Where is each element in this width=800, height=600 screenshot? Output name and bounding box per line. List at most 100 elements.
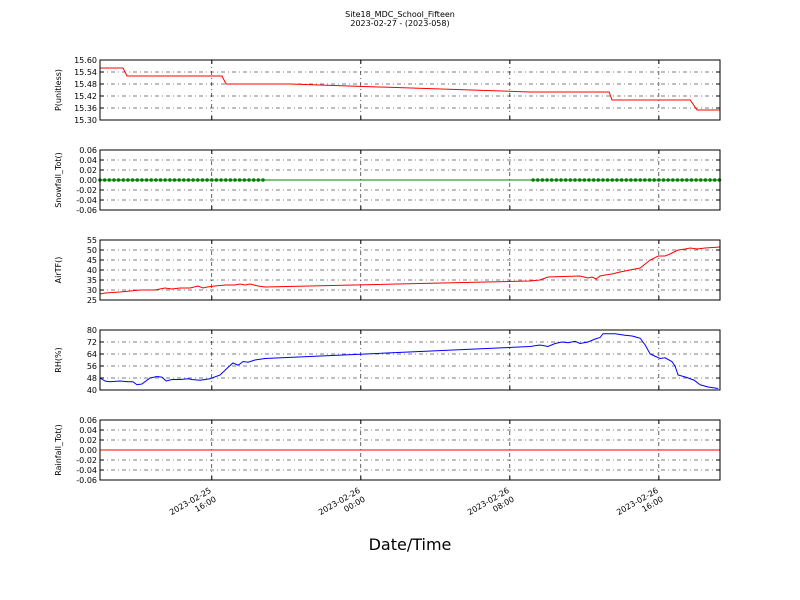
- y-tick-label: 15.36: [74, 104, 97, 113]
- data-point: [680, 178, 684, 182]
- data-point: [624, 178, 629, 182]
- data-point: [554, 178, 559, 182]
- data-point: [712, 178, 717, 182]
- data-point: [591, 178, 596, 182]
- data-point: [638, 178, 643, 182]
- data-point: [126, 178, 130, 182]
- data-point: [568, 178, 573, 182]
- y-tick-label: 15.54: [74, 68, 97, 77]
- data-point: [647, 178, 652, 182]
- data-point: [223, 178, 228, 182]
- y-tick-label: 40: [87, 266, 97, 275]
- y-axis-label: Rainfall_Tot(): [54, 424, 63, 476]
- data-point: [163, 178, 167, 182]
- data-point: [703, 178, 708, 182]
- data-point: [172, 178, 177, 182]
- data-point: [209, 178, 214, 182]
- data-point: [242, 178, 247, 182]
- data-point: [708, 178, 712, 182]
- data-point: [657, 178, 661, 182]
- data-point: [261, 178, 265, 182]
- y-tick-label: 35: [87, 276, 97, 285]
- data-point: [596, 178, 601, 182]
- data-point: [200, 178, 205, 182]
- data-point: [559, 178, 563, 182]
- data-point: [102, 178, 107, 182]
- data-point: [601, 178, 605, 182]
- y-tick-label: -0.06: [76, 206, 97, 215]
- y-tick-label: -0.04: [76, 196, 97, 205]
- plot-frame: [99, 149, 721, 211]
- y-tick-label: 64: [87, 350, 97, 359]
- y-tick-label: 80: [87, 326, 97, 335]
- data-point: [191, 178, 195, 182]
- data-point: [214, 178, 219, 182]
- data-point: [237, 178, 242, 182]
- data-point: [135, 178, 140, 182]
- data-point: [563, 178, 568, 182]
- plot-frame: [99, 329, 721, 391]
- data-line: [99, 246, 721, 295]
- data-point: [666, 178, 670, 182]
- data-point: [121, 178, 126, 182]
- y-axis-label: P(unitless): [54, 69, 63, 111]
- data-point: [228, 178, 233, 182]
- y-tick-label: 0.00: [79, 446, 97, 455]
- data-point: [107, 178, 112, 182]
- data-point: [577, 178, 582, 182]
- data-point: [158, 178, 163, 182]
- data-point: [535, 178, 540, 182]
- data-point: [661, 178, 666, 182]
- data-point: [205, 178, 209, 182]
- y-tick-label: 0.04: [79, 156, 97, 165]
- data-point: [251, 178, 256, 182]
- data-point: [195, 178, 200, 182]
- data-point: [652, 178, 656, 182]
- plot-frame: [99, 239, 721, 301]
- data-line: [100, 67, 720, 111]
- y-tick-label: 48: [87, 374, 97, 383]
- data-point: [694, 178, 698, 182]
- data-point: [605, 178, 610, 182]
- data-point: [684, 178, 689, 182]
- y-tick-label: 25: [87, 296, 97, 305]
- y-tick-label: 0.02: [79, 436, 97, 445]
- data-line: [99, 333, 719, 389]
- y-tick-label: -0.04: [76, 466, 97, 475]
- data-point: [671, 178, 675, 182]
- data-point: [112, 178, 116, 182]
- y-tick-label: 0.06: [79, 416, 97, 425]
- data-point: [168, 178, 172, 182]
- y-tick-label: -0.02: [76, 456, 97, 465]
- data-point: [619, 178, 624, 182]
- y-axis-label: Snowfall_Tot(): [54, 152, 63, 208]
- plot-frame: [99, 59, 721, 121]
- y-tick-label: 0.04: [79, 426, 97, 435]
- data-point: [573, 178, 577, 182]
- data-point: [154, 178, 158, 182]
- y-axis-label: AirTF(): [54, 257, 63, 284]
- data-point: [629, 178, 633, 182]
- y-tick-label: 56: [87, 362, 97, 371]
- data-point: [256, 178, 261, 182]
- y-tick-label: -0.06: [76, 476, 97, 485]
- data-point: [698, 178, 703, 182]
- data-point: [531, 178, 535, 182]
- data-point: [549, 178, 554, 182]
- data-point: [130, 178, 135, 182]
- data-point: [177, 178, 181, 182]
- data-point: [633, 178, 638, 182]
- y-tick-label: 15.60: [74, 56, 97, 65]
- data-point: [140, 178, 144, 182]
- data-point: [144, 178, 149, 182]
- data-point: [540, 178, 545, 182]
- data-point: [610, 178, 615, 182]
- y-tick-label: -0.02: [76, 186, 97, 195]
- y-tick-label: 0.00: [79, 176, 97, 185]
- data-point: [182, 178, 186, 182]
- y-axis-label: RH(%): [54, 347, 63, 372]
- data-point: [247, 178, 251, 182]
- y-tick-label: 15.48: [74, 80, 97, 89]
- data-point: [689, 178, 694, 182]
